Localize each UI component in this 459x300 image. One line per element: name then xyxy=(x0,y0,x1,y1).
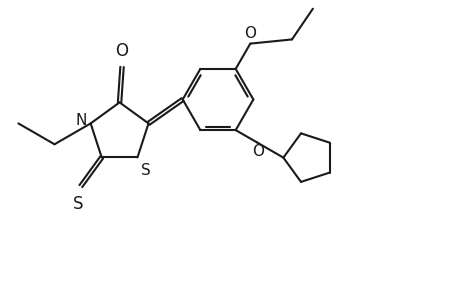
Text: O: O xyxy=(244,26,256,41)
Text: S: S xyxy=(73,195,84,213)
Text: O: O xyxy=(252,144,264,159)
Text: S: S xyxy=(141,163,151,178)
Text: N: N xyxy=(75,113,87,128)
Text: O: O xyxy=(115,42,128,60)
